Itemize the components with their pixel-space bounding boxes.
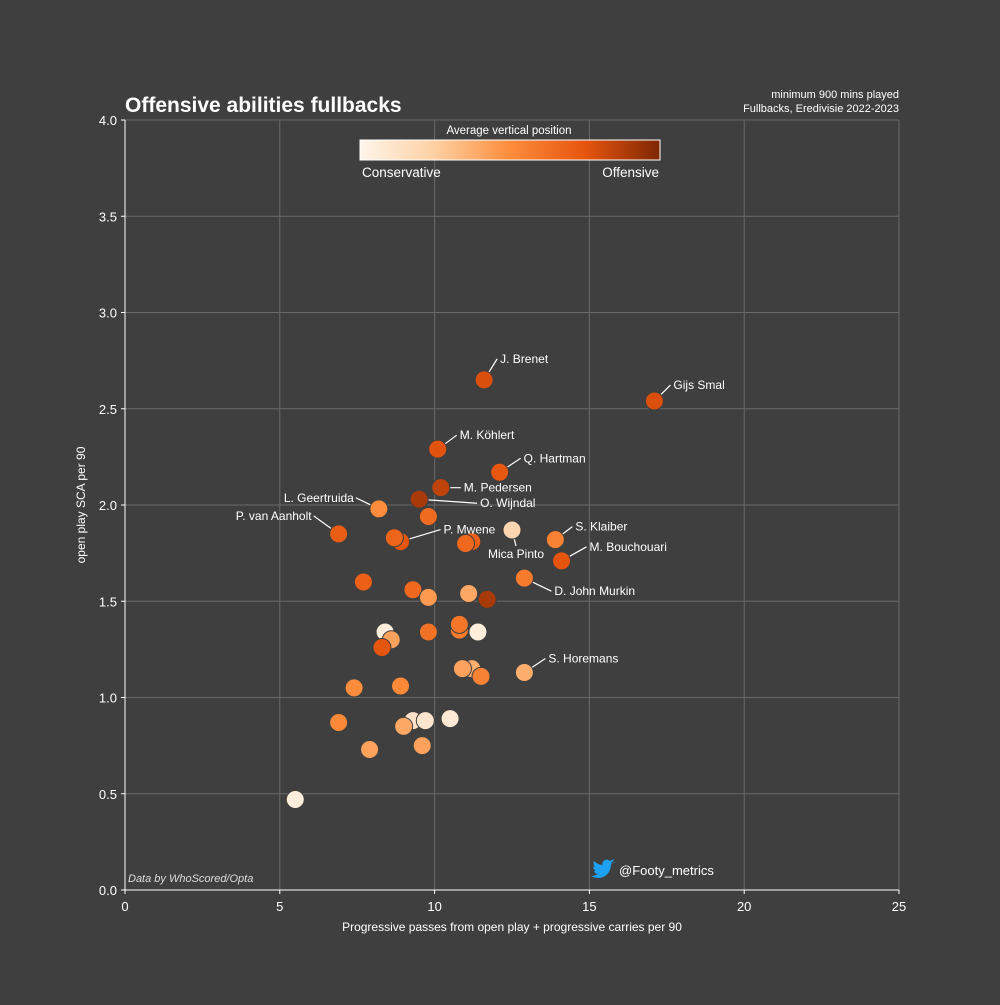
data-credit: Data by WhoScored/Opta — [128, 873, 253, 885]
scatter-point — [391, 676, 411, 696]
chart-title: Offensive abilities fullbacks — [125, 94, 402, 117]
scatter-point — [456, 534, 476, 553]
axes — [124, 120, 899, 891]
label-leader-lines — [313, 358, 671, 673]
point-label: Gijs Smal — [673, 378, 724, 392]
label-leader-line — [419, 498, 478, 504]
point-label: Mica Pinto — [488, 547, 544, 561]
y-tick-label: 0.0 — [99, 883, 117, 898]
x-tick-label: 0 — [121, 899, 128, 914]
scatter-point — [474, 370, 494, 390]
scatter-point — [353, 572, 373, 592]
point-label: M. Pedersen — [464, 481, 532, 495]
point-label: L. Geertruida — [284, 491, 354, 505]
scatter-point — [418, 587, 438, 607]
x-tick-label: 5 — [276, 899, 283, 914]
scatter-point — [412, 736, 432, 756]
scatter-point — [403, 580, 423, 600]
scatter-point — [372, 637, 392, 657]
x-tick-label: 15 — [582, 899, 596, 914]
subtitle-line-2: Fullbacks, Eredivisie 2022-2023 — [743, 103, 899, 115]
scatter-point — [415, 711, 435, 731]
scatter-point — [552, 551, 572, 571]
scatter-point — [449, 614, 469, 634]
scatter-point — [344, 678, 364, 698]
point-label: J. Brenet — [500, 352, 549, 366]
y-tick-label: 1.0 — [99, 691, 117, 706]
scatter-point — [285, 790, 305, 810]
point-label: S. Horemans — [548, 651, 618, 665]
scatter-point — [490, 462, 510, 482]
scatter-point — [477, 589, 497, 609]
point-label: M. Köhlert — [460, 428, 515, 442]
y-axis-label: open play SCA per 90 — [74, 446, 88, 563]
scatter-point — [471, 666, 491, 686]
point-label: O. Wijndal — [480, 496, 535, 510]
scatter-point — [545, 530, 565, 550]
scatter-point — [452, 659, 472, 679]
scatter-point — [644, 391, 664, 411]
colorbar-high-label: Offensive — [602, 165, 659, 180]
scatter-point — [418, 622, 438, 642]
colorbar: Average vertical position Conservative O… — [359, 125, 661, 180]
y-tick-label: 3.0 — [99, 306, 117, 321]
twitter-handle[interactable]: @Footy_metrics — [591, 859, 714, 878]
scatter-point — [369, 499, 389, 519]
subtitle-line-1: minimum 900 mins played — [771, 89, 899, 101]
scatter-point — [409, 489, 429, 509]
colorbar-low-label: Conservative — [362, 165, 441, 180]
scatter-point — [514, 568, 534, 588]
twitter-bird-icon — [591, 859, 615, 878]
x-axis-label: Progressive passes from open play + prog… — [342, 920, 682, 934]
x-tick-label: 10 — [427, 899, 441, 914]
scatter-point — [514, 662, 534, 682]
x-tick-label: 25 — [892, 899, 906, 914]
scatter-point — [502, 520, 522, 540]
y-tick-labels: 0.0 0.5 1.0 1.5 2.0 2.5 3.0 3.5 4.0 — [99, 113, 117, 898]
y-tick-label: 3.5 — [99, 209, 117, 224]
colorbar-title: Average vertical position — [446, 125, 571, 137]
point-label: S. Klaiber — [575, 520, 627, 534]
point-label: Q. Hartman — [524, 451, 586, 465]
y-tick-label: 4.0 — [99, 113, 117, 128]
y-tick-label: 2.5 — [99, 402, 117, 417]
point-label: P. van Aanholt — [236, 509, 313, 523]
scatter-point — [394, 716, 414, 736]
x-tick-labels: 0 5 10 15 20 25 — [121, 899, 906, 914]
scatter-point — [440, 709, 460, 729]
point-label: P. Mwene — [444, 523, 496, 537]
y-tick-label: 2.0 — [99, 498, 117, 513]
scatter-point — [360, 739, 380, 759]
scatter-point — [329, 524, 349, 544]
scatter-point — [468, 622, 488, 642]
y-tick-label: 0.5 — [99, 787, 117, 802]
point-labels: J. Brenet Gijs Smal M. Köhlert Q. Hartman M.… — [236, 352, 725, 666]
y-tick-label: 1.5 — [99, 594, 117, 609]
scatter-point — [428, 439, 448, 459]
scatter-point — [384, 528, 404, 548]
scatter-point — [418, 507, 438, 527]
point-label: M. Bouchouari — [590, 540, 667, 554]
point-label: D. John Murkin — [554, 584, 635, 598]
scatter-point — [431, 478, 451, 498]
colorbar-gradient — [359, 139, 661, 161]
scatter-point — [459, 584, 479, 604]
scatter-point — [329, 713, 349, 733]
x-tick-label: 20 — [737, 899, 751, 914]
handle-text: @Footy_metrics — [619, 863, 714, 878]
data-points — [285, 370, 664, 810]
